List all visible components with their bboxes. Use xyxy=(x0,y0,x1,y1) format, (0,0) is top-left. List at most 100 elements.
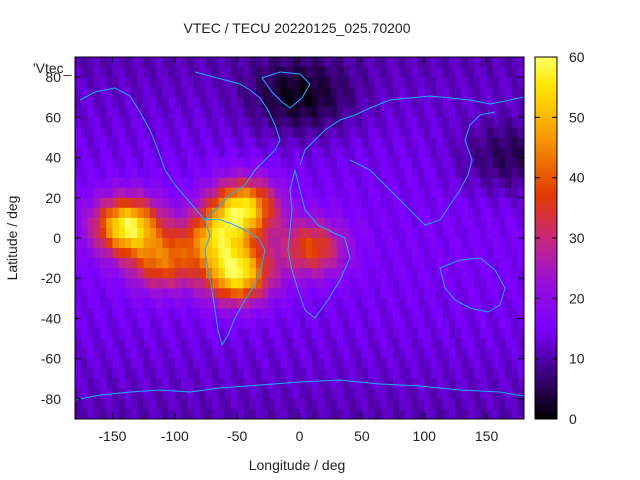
heatmap-cell xyxy=(380,338,388,350)
heatmap-cell xyxy=(355,197,363,209)
heatmap-cell xyxy=(156,298,163,309)
heatmap-cell xyxy=(330,398,338,410)
heatmap-cell xyxy=(436,358,444,370)
heatmap-cell xyxy=(386,177,394,189)
heatmap-cell xyxy=(330,378,338,390)
coast-north-america xyxy=(79,87,206,221)
heatmap-cell xyxy=(99,368,107,380)
heatmap-cell xyxy=(324,328,332,340)
heatmap-cell xyxy=(436,298,444,309)
heatmap-cell xyxy=(262,97,269,108)
heatmap-cell xyxy=(280,227,288,239)
heatmap-cell xyxy=(368,87,375,98)
heatmap-cell xyxy=(287,177,294,189)
heatmap-cell xyxy=(193,207,201,219)
heatmap-cell xyxy=(124,348,132,360)
heatmap-cell xyxy=(187,368,195,380)
heatmap-cell xyxy=(405,77,413,88)
heatmap-cell xyxy=(467,87,475,98)
heatmap-cell xyxy=(124,57,132,68)
heatmap-cell xyxy=(81,167,89,179)
heatmap-cell xyxy=(168,217,176,229)
heatmap-cell xyxy=(399,338,407,350)
heatmap-cell xyxy=(168,227,176,239)
heatmap-cell xyxy=(361,87,369,98)
heatmap-cells xyxy=(75,57,524,419)
heatmap-cell xyxy=(299,107,307,118)
heatmap-cell xyxy=(330,338,338,350)
heatmap-cell xyxy=(106,298,114,309)
heatmap-cell xyxy=(393,368,400,380)
heatmap-cell xyxy=(492,187,500,199)
heatmap-cell xyxy=(324,348,332,360)
heatmap-cell xyxy=(505,147,513,159)
heatmap-cell xyxy=(449,348,457,360)
heatmap-cell xyxy=(455,268,463,279)
heatmap-cell xyxy=(305,57,313,68)
heatmap-cell xyxy=(436,398,444,410)
heatmap-cell xyxy=(187,388,195,400)
colorbar-tick-label: 40 xyxy=(569,170,585,186)
heatmap-cell xyxy=(249,107,257,118)
heatmap-cell xyxy=(287,298,294,309)
heatmap-cell xyxy=(386,67,394,78)
heatmap-cell xyxy=(424,187,432,199)
heatmap-cell xyxy=(199,348,207,360)
heatmap-cell xyxy=(230,227,238,239)
heatmap-cell xyxy=(156,197,163,209)
heatmap-cell xyxy=(99,378,107,390)
heatmap-cell xyxy=(517,157,524,169)
heatmap-cell xyxy=(511,348,519,360)
heatmap-cell xyxy=(330,258,338,269)
heatmap-cell xyxy=(149,238,157,249)
heatmap-cell xyxy=(181,77,188,88)
heatmap-cell xyxy=(492,197,500,209)
heatmap-cell xyxy=(193,97,201,108)
heatmap-cell xyxy=(455,227,463,239)
heatmap-cell xyxy=(386,117,394,128)
heatmap-cell xyxy=(268,318,276,330)
heatmap-cell xyxy=(268,408,276,419)
heatmap-cell xyxy=(168,318,176,330)
heatmap-cell xyxy=(349,238,357,249)
heatmap-cell xyxy=(218,378,226,390)
heatmap-cell xyxy=(268,127,276,139)
heatmap-cell xyxy=(156,67,163,78)
heatmap-cell xyxy=(299,368,307,380)
heatmap-cell xyxy=(349,207,357,219)
heatmap-cell xyxy=(205,378,213,390)
heatmap-cell xyxy=(511,167,519,179)
heatmap-cell xyxy=(193,177,201,189)
heatmap-cell xyxy=(374,227,382,239)
heatmap-cell xyxy=(343,77,350,88)
heatmap-cell xyxy=(467,278,475,289)
heatmap-cell xyxy=(224,77,232,88)
heatmap-cell xyxy=(224,67,232,78)
heatmap-cell xyxy=(299,137,307,149)
heatmap-cell xyxy=(156,217,163,229)
heatmap-cell xyxy=(424,197,432,209)
heatmap-cell xyxy=(486,227,494,239)
heatmap-cell xyxy=(467,77,475,88)
heatmap-cell xyxy=(330,248,338,259)
heatmap-cell xyxy=(262,258,269,269)
heatmap-cell xyxy=(187,147,195,159)
heatmap-cell xyxy=(299,338,307,350)
heatmap-cell xyxy=(75,258,82,269)
heatmap-cell xyxy=(137,328,145,340)
heatmap-cell xyxy=(511,77,519,88)
heatmap-cell xyxy=(349,278,357,289)
heatmap-cell xyxy=(374,278,382,289)
heatmap-cell xyxy=(106,187,114,199)
heatmap-cell xyxy=(343,87,350,98)
heatmap-cell xyxy=(212,348,220,360)
heatmap-cell xyxy=(243,207,251,219)
heatmap-cell xyxy=(430,248,438,259)
heatmap-cell xyxy=(467,167,475,179)
heatmap-cell xyxy=(511,398,519,410)
heatmap-cell xyxy=(205,107,213,118)
heatmap-cell xyxy=(380,187,388,199)
heatmap-cell xyxy=(112,258,120,269)
heatmap-cell xyxy=(318,278,326,289)
heatmap-cell xyxy=(492,67,500,78)
